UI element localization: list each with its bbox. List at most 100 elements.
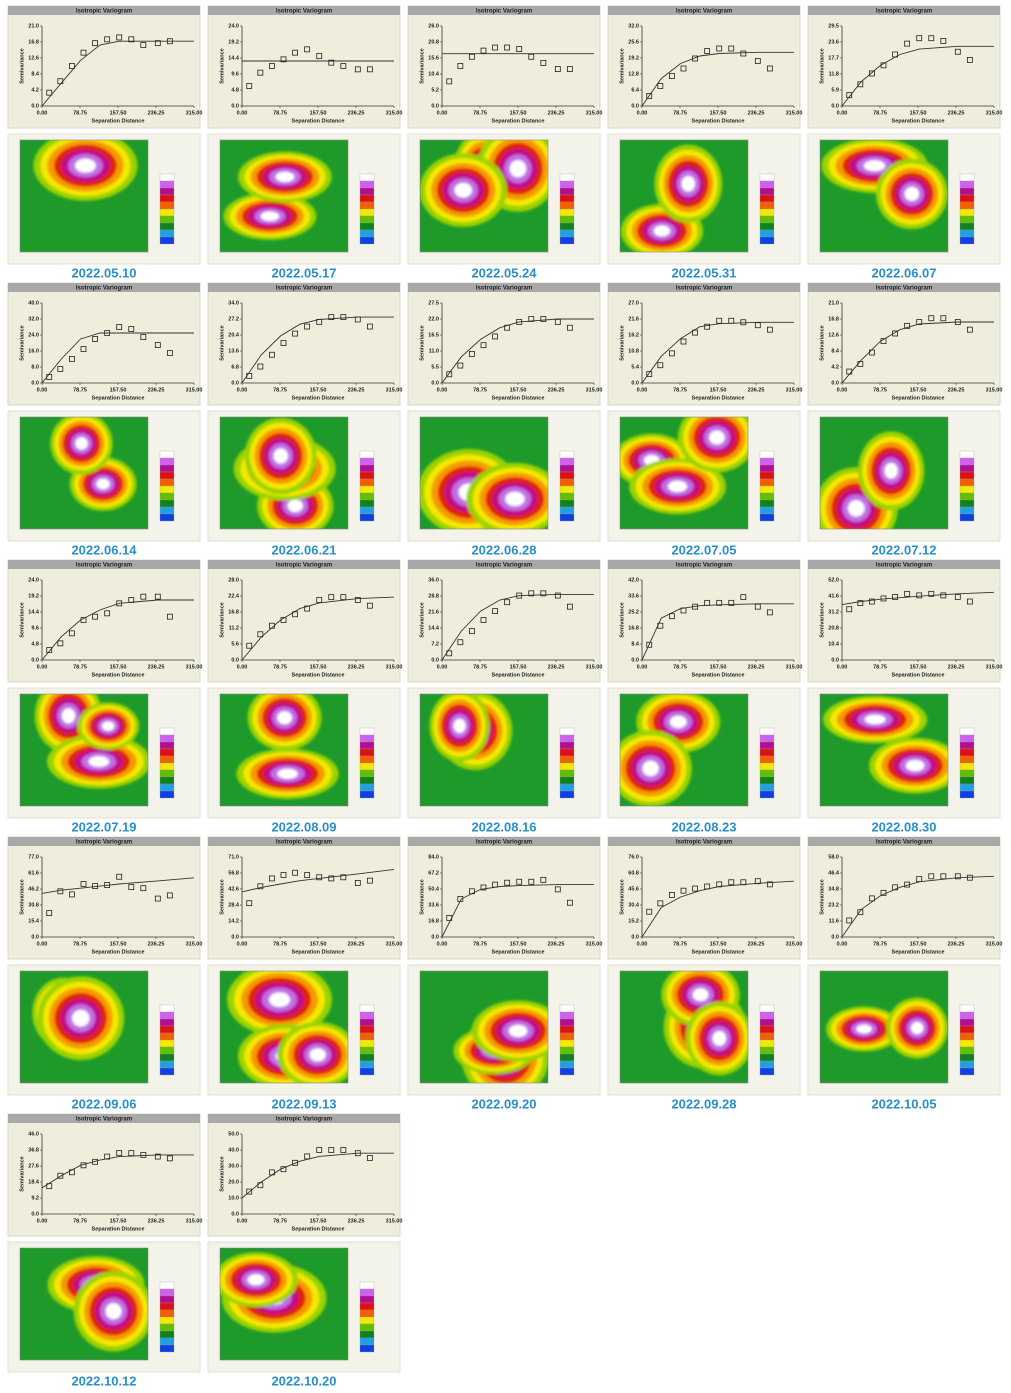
x-tick-label: 315.00 [986, 941, 1003, 947]
colorbar-step [760, 784, 774, 791]
colorbar-step [360, 195, 374, 202]
heatmap-contour [269, 992, 290, 1007]
x-tick-label: 315.00 [786, 941, 803, 947]
x-tick-label: 78.75 [273, 1218, 287, 1224]
colorbar-step [960, 202, 974, 209]
colorbar-step [160, 1061, 174, 1068]
x-tick-label: 78.75 [73, 941, 87, 947]
colorbar-step [360, 1047, 374, 1054]
colorbar-step [360, 1061, 374, 1068]
x-tick-label: 157.50 [110, 387, 127, 393]
y-tick-label: 4.2 [831, 364, 839, 370]
date-caption: 2022.05.24 [471, 265, 537, 280]
y-axis-label: Semivariance [619, 325, 625, 360]
colorbar-step [160, 1345, 174, 1352]
colorbar-step [560, 1005, 574, 1012]
y-tick-label: 16.5 [428, 332, 439, 338]
colorbar-step [160, 223, 174, 230]
heatmap-contour [261, 212, 280, 221]
y-tick-label: 16.8 [428, 918, 439, 924]
y-tick-label: 9.6 [31, 625, 39, 631]
colorbar-step [960, 742, 974, 749]
y-tick-label: 76.0 [628, 854, 639, 860]
x-tick-label: 157.50 [310, 110, 327, 116]
colorbar-step [960, 451, 974, 458]
heatmap [20, 131, 148, 252]
date-caption: 2022.10.12 [71, 1373, 136, 1388]
colorbar-step [760, 728, 774, 735]
heatmap [220, 963, 358, 1088]
y-tick-label: 42.0 [628, 577, 639, 583]
y-tick-label: 19.2 [628, 55, 639, 61]
heatmap [820, 138, 948, 252]
colorbar-step [360, 451, 374, 458]
y-tick-label: 0.0 [631, 380, 639, 386]
x-tick-label: 157.50 [310, 387, 327, 393]
colorbar-step [360, 458, 374, 465]
x-tick-label: 315.00 [386, 1218, 403, 1224]
heatmap-field [417, 417, 563, 536]
heatmap-field [620, 140, 748, 258]
x-axis-label: Separation Distance [92, 949, 145, 955]
x-axis-label: Separation Distance [292, 395, 345, 401]
y-tick-label: 16.8 [628, 625, 639, 631]
x-tick-label: 0.00 [37, 941, 48, 947]
date-caption: 2022.06.14 [71, 542, 137, 557]
date-caption: 2022.09.28 [671, 1096, 736, 1111]
x-tick-label: 157.50 [910, 941, 927, 947]
colorbar-step [560, 1054, 574, 1061]
chart-title: Isotropic Variogram [676, 563, 732, 569]
colorbar-step [160, 1282, 174, 1289]
colorbar-step [160, 1331, 174, 1338]
x-tick-label: 157.50 [310, 664, 327, 670]
colorbar-step [360, 202, 374, 209]
y-tick-label: 5.6 [231, 641, 239, 647]
x-tick-label: 157.50 [710, 664, 727, 670]
x-tick-label: 0.00 [237, 387, 248, 393]
y-tick-label: 10.4 [428, 71, 440, 77]
y-tick-label: 10.8 [628, 348, 639, 354]
heatmap-field [420, 690, 548, 806]
date-caption: 2022.06.28 [471, 542, 536, 557]
y-tick-label: 45.6 [628, 886, 639, 892]
y-tick-label: 24.0 [28, 332, 39, 338]
colorbar-step [160, 472, 174, 479]
heatmap-contour [709, 431, 725, 445]
y-tick-label: 20.8 [828, 625, 839, 631]
y-tick-label: 0.0 [431, 103, 439, 109]
colorbar-step [960, 223, 974, 230]
chart-title: Isotropic Variogram [876, 9, 932, 15]
heatmap-contour [88, 756, 109, 767]
heatmap [417, 417, 563, 536]
colorbar-step [960, 174, 974, 181]
colorbar-step [960, 486, 974, 493]
y-tick-label: 10.0 [228, 1195, 239, 1201]
x-tick-label: 78.75 [873, 110, 887, 116]
colorbar-step [560, 181, 574, 188]
colorbar-step [360, 1282, 374, 1289]
y-tick-label: 33.6 [428, 902, 439, 908]
y-tick-label: 0.0 [31, 380, 39, 386]
colorbar-step [360, 479, 374, 486]
y-tick-label: 46.2 [28, 886, 39, 892]
x-tick-label: 236.25 [348, 110, 365, 116]
x-tick-label: 0.00 [237, 941, 248, 947]
colorbar-step [160, 209, 174, 216]
colorbar-step [760, 1061, 774, 1068]
heatmap-field [20, 1248, 153, 1360]
colorbar-step [560, 195, 574, 202]
heatmap-contour [670, 716, 687, 728]
y-tick-label: 41.6 [828, 593, 839, 599]
x-tick-label: 157.50 [510, 110, 527, 116]
x-tick-label: 0.00 [637, 941, 648, 947]
colorbar-step [960, 216, 974, 223]
x-tick-label: 78.75 [473, 664, 487, 670]
colorbar-step [760, 472, 774, 479]
x-tick-label: 78.75 [673, 664, 687, 670]
colorbar-step [960, 791, 974, 798]
y-axis-label: Semivariance [419, 48, 425, 83]
colorbar-step [560, 479, 574, 486]
colorbar-step [960, 507, 974, 514]
x-tick-label: 0.00 [837, 664, 848, 670]
